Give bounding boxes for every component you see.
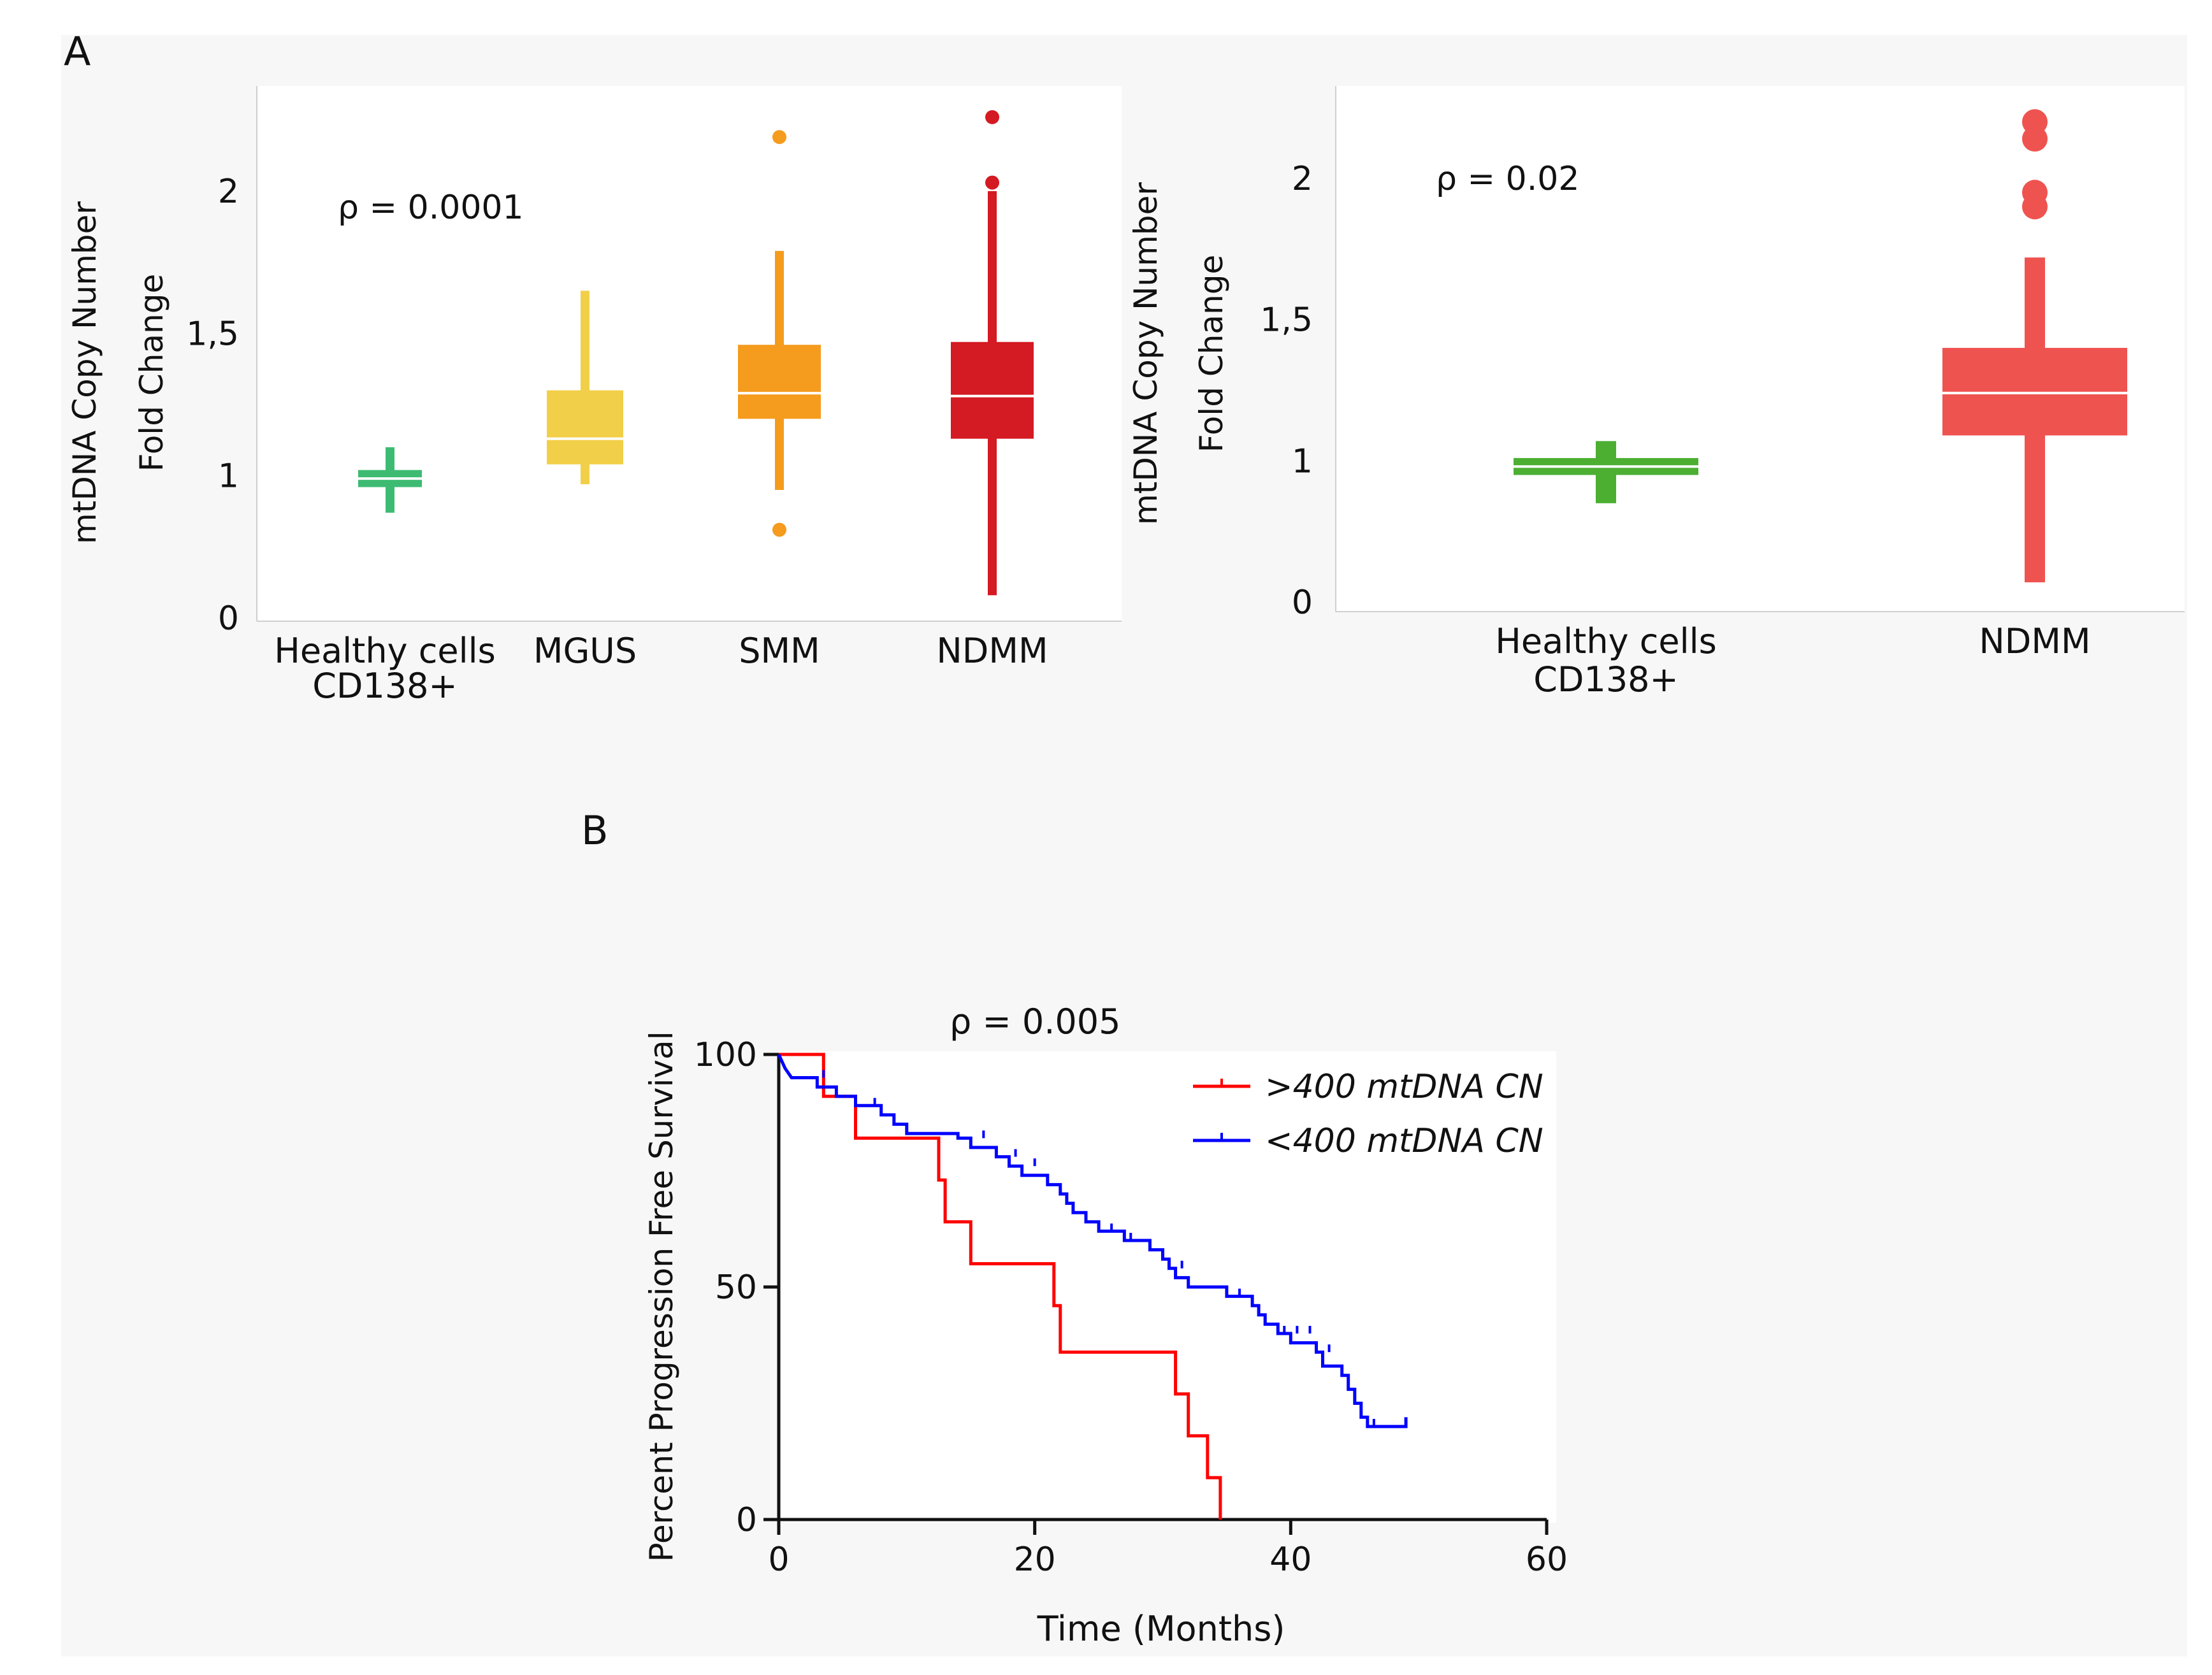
x-tick-label: 40 [1269,1541,1312,1579]
y-axis-label-line1: mtDNA Copy Number [1127,182,1164,525]
plot-area [779,1051,1556,1523]
box-iqr [738,345,821,419]
legend-label-0: >400 mtDNA CN [1265,1068,1543,1106]
x-tick-label: 0 [768,1541,789,1579]
y-axis-label-line1: mtDNA Copy Number [66,201,103,544]
box-outlier [772,522,786,537]
box-outlier [985,175,999,190]
y-tick-label: 100 [694,1036,757,1074]
y-tick-label: 1 [1292,442,1313,480]
y-tick-label: 1,5 [1260,301,1313,340]
box-outlier [772,130,786,145]
legend-label-1: <400 mtDNA CN [1265,1122,1543,1160]
p-value-annotation: ρ = 0.0001 [338,189,524,227]
y-tick-label: 0 [218,600,239,638]
box-outlier [2022,180,2048,206]
x-category-label: Healthy cells [274,631,496,671]
series-line-1 [777,1053,1408,1428]
box-ndmm [951,110,1034,596]
box-healthy [1514,441,1698,503]
chart-a1-boxplot: 0 1 1,5 2 mtDNA Copy Number Fold Change ρ = 0.… [66,86,1122,706]
panel-label-a: A [64,28,90,75]
y-tick-label: 0 [1292,584,1313,622]
y-axis-label: Percent Progression Free Survival [643,1031,680,1562]
y-tick-label: 0 [736,1501,757,1539]
box-ndmm [1942,109,2127,582]
y-tick-label: 2 [1292,160,1313,198]
chart-b-survival: 0 50 100 0 20 40 60 Time (Months) Percent Progre… [643,1002,1568,1649]
x-category-label-line2: CD138+ [312,666,458,706]
y-tick-label: 2 [218,173,239,211]
y-axis-label-line2: Fold Change [1193,255,1230,453]
x-category-label-line2: CD138+ [1533,659,1679,700]
box-smm [738,130,821,537]
x-tick-label: 20 [1014,1541,1056,1579]
panel-label-b: B [581,807,609,854]
x-category-label: NDMM [936,631,1048,671]
p-value-annotation: ρ = 0.02 [1436,160,1579,198]
box-outlier [2022,109,2048,135]
x-category-label: SMM [739,631,820,671]
box-mgus [547,291,623,485]
x-axis-label: Time (Months) [1037,1609,1285,1649]
series-line-0 [779,1053,1222,1520]
y-tick-label: 50 [715,1269,757,1307]
x-category-label: MGUS [533,631,637,671]
box-healthy [358,447,422,513]
x-tick-label: 60 [1526,1541,1568,1579]
y-tick-label: 1 [218,457,239,496]
chart-a2-boxplot: 0 1 1,5 2 mtDNA Copy Number Fold Change ρ = 0.… [1127,86,2185,700]
box-outlier [985,110,999,124]
p-value-annotation: ρ = 0.005 [950,1002,1120,1042]
x-category-label: NDMM [1979,621,2090,661]
y-axis-label-line2: Fold Change [133,274,170,472]
box-iqr [1942,348,2127,436]
y-tick-label: 1,5 [186,315,239,353]
x-category-label: Healthy cells [1495,621,1717,661]
box-iqr [547,390,623,464]
box-iqr [951,341,1034,439]
